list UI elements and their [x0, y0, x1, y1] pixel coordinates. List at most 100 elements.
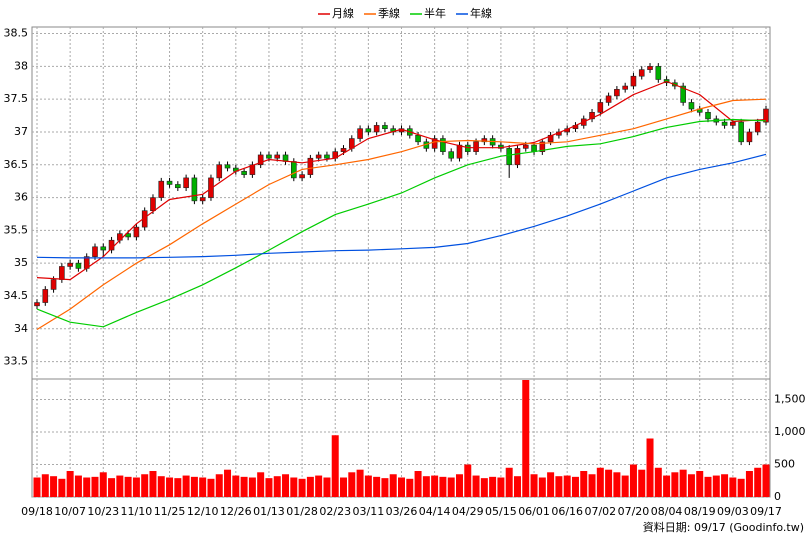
volume-bar	[373, 476, 381, 497]
x-tick-label: 01/28	[286, 505, 318, 518]
volume-bar	[41, 474, 49, 497]
y2-tick-label: 0	[774, 490, 781, 503]
candle-body	[365, 128, 372, 133]
legend-label: 季線	[378, 6, 400, 20]
x-tick-label: 05/15	[485, 505, 517, 518]
volume-bar	[497, 477, 505, 497]
volume-bar	[505, 467, 513, 497]
volume-bar	[704, 476, 712, 497]
volume-bar	[66, 471, 74, 497]
x-tick-label: 03/11	[353, 505, 385, 518]
candle-body	[431, 138, 438, 149]
volume-bar	[315, 475, 323, 497]
candle-body	[175, 184, 181, 189]
candle-body	[199, 197, 206, 202]
volume-bar	[190, 476, 198, 497]
volume-bar	[513, 476, 521, 497]
volume-bar	[340, 477, 348, 497]
candle-body	[224, 164, 231, 169]
volume-bar	[654, 467, 662, 497]
volume-bar	[398, 477, 405, 497]
candle-body	[415, 134, 421, 143]
candle-body	[92, 246, 98, 257]
y2-tick-label: 500	[774, 458, 795, 471]
x-tick-label: 08/19	[684, 505, 716, 518]
volume-bar	[257, 472, 265, 497]
volume-bar	[671, 472, 679, 497]
candle-body	[257, 154, 264, 166]
candle-body	[208, 177, 214, 198]
volume-bar	[132, 477, 140, 497]
volume-bar	[265, 478, 273, 497]
volume-bar	[596, 467, 604, 497]
candle-body	[100, 246, 107, 251]
y-tick-label: 36	[14, 191, 28, 204]
x-tick-label: 07/20	[618, 505, 650, 518]
candle-body	[291, 161, 297, 179]
x-tick-label: 09/03	[717, 505, 749, 518]
candle-body	[324, 154, 330, 159]
candle-body	[473, 141, 479, 152]
candle-body	[216, 164, 223, 179]
volume-bar	[464, 464, 472, 497]
x-tick-label: 04/29	[452, 505, 484, 518]
volume-bar	[166, 477, 174, 497]
candle-body	[647, 66, 653, 70]
candle-body	[605, 95, 612, 103]
y-tick-label: 35	[14, 256, 28, 269]
candle-body	[150, 197, 156, 212]
y-tick-label: 38	[14, 59, 28, 72]
candle-body	[705, 111, 711, 120]
volume-bar	[215, 474, 223, 497]
candle-body	[763, 108, 769, 123]
x-tick-label: 01/13	[253, 505, 285, 518]
y-tick-label: 34	[14, 322, 28, 335]
volume-bar	[298, 478, 306, 497]
candle-body	[382, 125, 388, 129]
candle-body	[158, 180, 165, 198]
volume-bar	[696, 471, 704, 497]
volume-bar	[83, 477, 91, 497]
volume-bar	[605, 469, 613, 497]
volume-bar	[182, 475, 190, 497]
candle-body	[630, 75, 637, 87]
volume-bar	[455, 474, 463, 497]
y2-tick-label: 1,500	[774, 393, 806, 406]
volume-bar	[99, 472, 107, 497]
volume-bar	[530, 474, 538, 497]
candle-body	[315, 154, 322, 159]
volume-bar	[207, 478, 215, 497]
ma-line	[36, 118, 767, 328]
candle-body	[506, 148, 512, 166]
candle-body	[75, 262, 82, 269]
x-tick-label: 10/23	[87, 505, 119, 518]
volume-bar	[646, 438, 654, 497]
y-tick-label: 38.5	[4, 27, 29, 40]
volume-bar	[571, 476, 579, 497]
candle-body	[307, 157, 314, 175]
volume-bar	[547, 472, 555, 497]
volume-bar	[273, 476, 281, 497]
volume-bar	[331, 435, 339, 497]
volume-bar	[522, 380, 530, 497]
volume-bar	[116, 475, 124, 497]
x-tick-label: 04/14	[419, 505, 451, 518]
volume-bar	[721, 474, 729, 497]
x-tick-label: 11/10	[121, 505, 153, 518]
candle-body	[299, 174, 305, 179]
volume-bar	[50, 476, 58, 497]
candle-body	[589, 111, 595, 120]
volume-bar	[762, 464, 770, 497]
volume-bar	[489, 476, 497, 497]
candle-body	[340, 148, 347, 152]
x-tick-label: 06/16	[551, 505, 583, 518]
x-tick-label: 02/23	[319, 505, 351, 518]
volume-bar	[58, 478, 66, 497]
y2-tick-label: 1,000	[774, 425, 806, 438]
candle-body	[638, 69, 645, 77]
volume-bar	[663, 475, 671, 497]
candle-body	[274, 154, 281, 159]
ma-line	[36, 80, 767, 281]
y-tick-label: 37.5	[4, 92, 29, 105]
volume-bar	[555, 476, 563, 497]
